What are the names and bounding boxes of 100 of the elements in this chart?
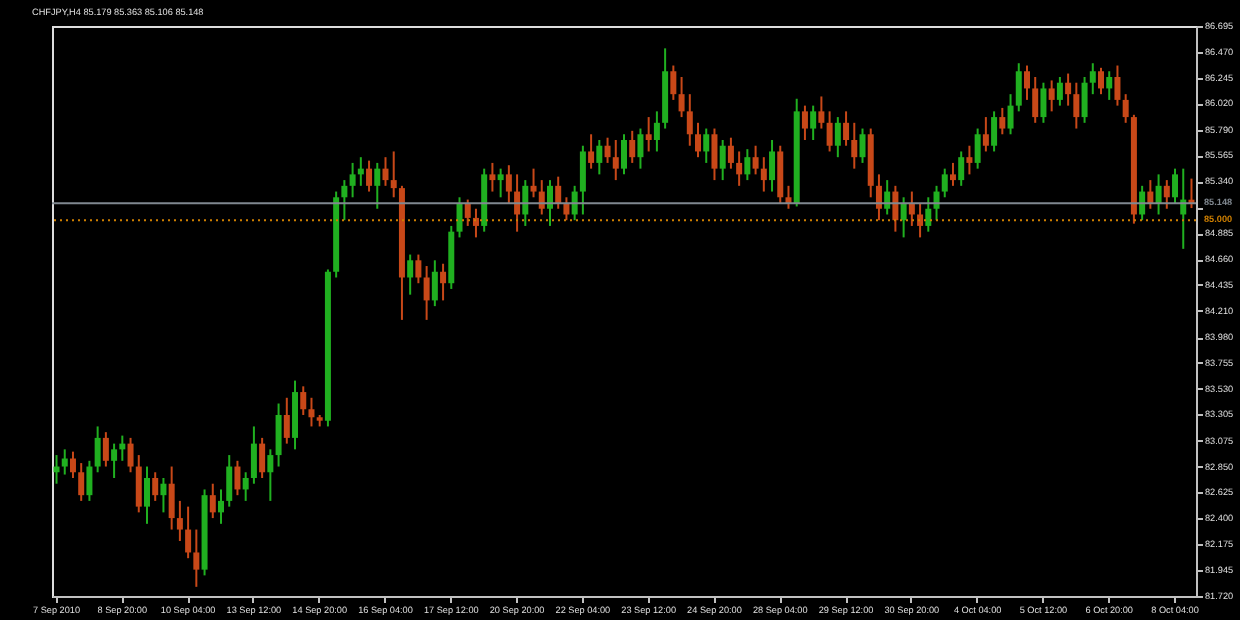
candlestick (143, 465, 150, 525)
candlestick (185, 505, 192, 560)
candlestick (168, 465, 175, 531)
candlestick (308, 396, 315, 428)
candlestick (1007, 93, 1014, 136)
candlestick (390, 150, 397, 199)
candlestick (629, 129, 636, 164)
candlestick (875, 173, 882, 222)
candlestick (1023, 64, 1030, 101)
candlestick (678, 75, 685, 119)
candlestick (653, 110, 660, 153)
candlestick (135, 454, 142, 514)
candlestick (925, 196, 932, 233)
candlestick (859, 127, 866, 164)
candlestick (69, 450, 76, 479)
candlestick (752, 144, 759, 176)
candlestick (760, 156, 767, 193)
candlestick (810, 104, 817, 141)
candlestick (505, 164, 512, 205)
candlestick (818, 95, 825, 130)
candlestick (530, 167, 537, 199)
candlestick (341, 179, 348, 222)
candlestick (489, 161, 496, 193)
candlestick (719, 139, 726, 182)
candlestick (267, 448, 274, 502)
candlestick (283, 396, 290, 445)
candlestick (259, 436, 266, 479)
candlestick (234, 459, 241, 497)
candlestick (1073, 81, 1080, 130)
candlestick (777, 144, 784, 205)
candlestick (464, 198, 471, 227)
candlestick (374, 161, 381, 210)
candlestick (472, 207, 479, 239)
candlestick (736, 150, 743, 187)
candlestick (892, 184, 899, 233)
candlestick (612, 139, 619, 182)
candlestick (1032, 75, 1039, 124)
candlestick (917, 202, 924, 239)
candlestick (670, 64, 677, 101)
candlestick (94, 425, 101, 474)
candlestick (61, 448, 68, 476)
candlestick (440, 262, 447, 302)
candlestick (456, 196, 463, 239)
candlestick (645, 116, 652, 153)
candlestick (596, 139, 603, 176)
candlestick (209, 482, 216, 520)
candlestick (1040, 81, 1047, 124)
candlestick (522, 179, 529, 227)
candlestick (982, 116, 989, 153)
candlestick (949, 161, 956, 187)
candlestick (1163, 179, 1170, 210)
candlestick (1172, 167, 1179, 205)
candlestick (1155, 173, 1162, 216)
candlestick (275, 402, 282, 468)
candlestick (900, 196, 907, 239)
candlestick (843, 110, 850, 147)
candlestick (941, 167, 948, 199)
candlestick (349, 161, 356, 199)
candlestick (250, 425, 257, 485)
candlestick (1015, 62, 1022, 113)
candlestick (415, 253, 422, 285)
candlestick (991, 110, 998, 153)
candlestick (966, 144, 973, 176)
candlestick (242, 471, 249, 502)
candlestick (1065, 72, 1072, 107)
candlestick (1048, 79, 1055, 113)
candlestick (86, 459, 93, 502)
candlestick (546, 179, 553, 227)
candlestick (769, 139, 776, 193)
candlestick (127, 436, 134, 474)
candlestick (958, 150, 965, 187)
candlestick (78, 462, 85, 502)
candlestick (555, 175, 562, 210)
candlestick (176, 499, 183, 543)
candlestick (160, 476, 167, 514)
candlestick (111, 442, 118, 479)
candlestick (1122, 93, 1129, 124)
candlestick (193, 528, 200, 588)
candlestick (604, 136, 611, 164)
candlestick (423, 265, 430, 321)
candlestick (703, 127, 710, 164)
candlestick (300, 385, 307, 416)
candlestick (497, 167, 504, 199)
candlestick (152, 471, 159, 502)
candlestick (1089, 62, 1096, 96)
candlestick (686, 93, 693, 147)
candlestick (621, 133, 627, 176)
candlestick (695, 121, 702, 159)
candlestick (834, 116, 841, 159)
candlestick (974, 127, 981, 170)
candlestick (431, 259, 438, 308)
candlestick (218, 488, 225, 525)
candlestick (801, 104, 808, 141)
candlestick (851, 121, 858, 170)
candlestick (637, 127, 644, 170)
candlestick (727, 136, 734, 170)
candlestick (382, 156, 389, 187)
candlestick (366, 159, 373, 193)
candlestick (744, 148, 751, 182)
candlestick (292, 379, 299, 451)
